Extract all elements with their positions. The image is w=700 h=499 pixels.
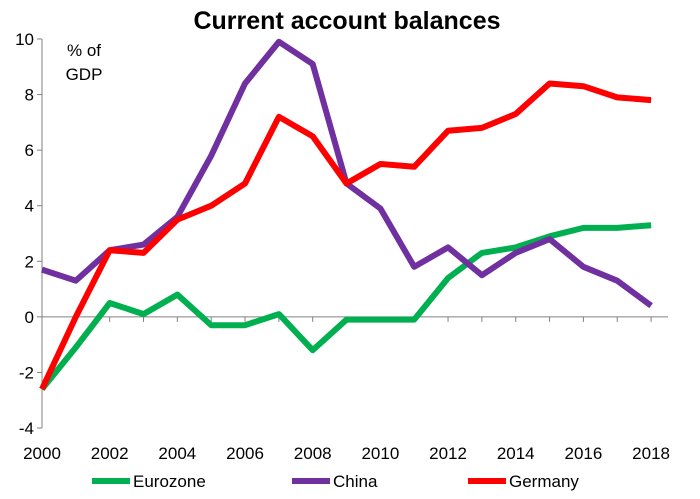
y-tick-label: 8	[25, 86, 34, 105]
y-tick-label: -4	[19, 419, 34, 438]
x-tick-label: 2002	[91, 444, 129, 463]
x-tick-label: 2010	[361, 444, 399, 463]
legend-label-germany: Germany	[509, 472, 579, 491]
axes: 10 8 6 4 2 0 -2 -4 2000 2002 2004 2006 2008 2010 2012 2…	[15, 30, 670, 463]
y-tick-label: 2	[25, 252, 34, 271]
y-tick-label: 6	[25, 141, 34, 160]
x-tick-label: 2000	[23, 444, 61, 463]
x-tick-label: 2018	[632, 444, 670, 463]
x-tick-label: 2004	[158, 444, 196, 463]
unit-label-line1: % of	[67, 41, 101, 60]
series-layer	[39, 38, 653, 391]
chart-title: Current account balances	[193, 7, 500, 35]
x-tick-label: 2016	[564, 444, 602, 463]
x-tick-label: 2006	[226, 444, 264, 463]
y-tick-label: 4	[25, 197, 34, 216]
legend-label-china: China	[333, 472, 378, 491]
unit-label-line2: GDP	[66, 65, 103, 84]
y-tick-label: -2	[19, 363, 34, 382]
y-tick-label: 10	[15, 30, 34, 49]
x-tick-label: 2008	[294, 444, 332, 463]
x-tick-label: 2012	[429, 444, 467, 463]
series-line-germany	[39, 80, 652, 391]
legend-label-eurozone: Eurozone	[133, 472, 206, 491]
y-tick-label: 0	[25, 308, 34, 327]
legend: Eurozone China Germany	[92, 472, 579, 491]
x-tick-label: 2014	[497, 444, 535, 463]
